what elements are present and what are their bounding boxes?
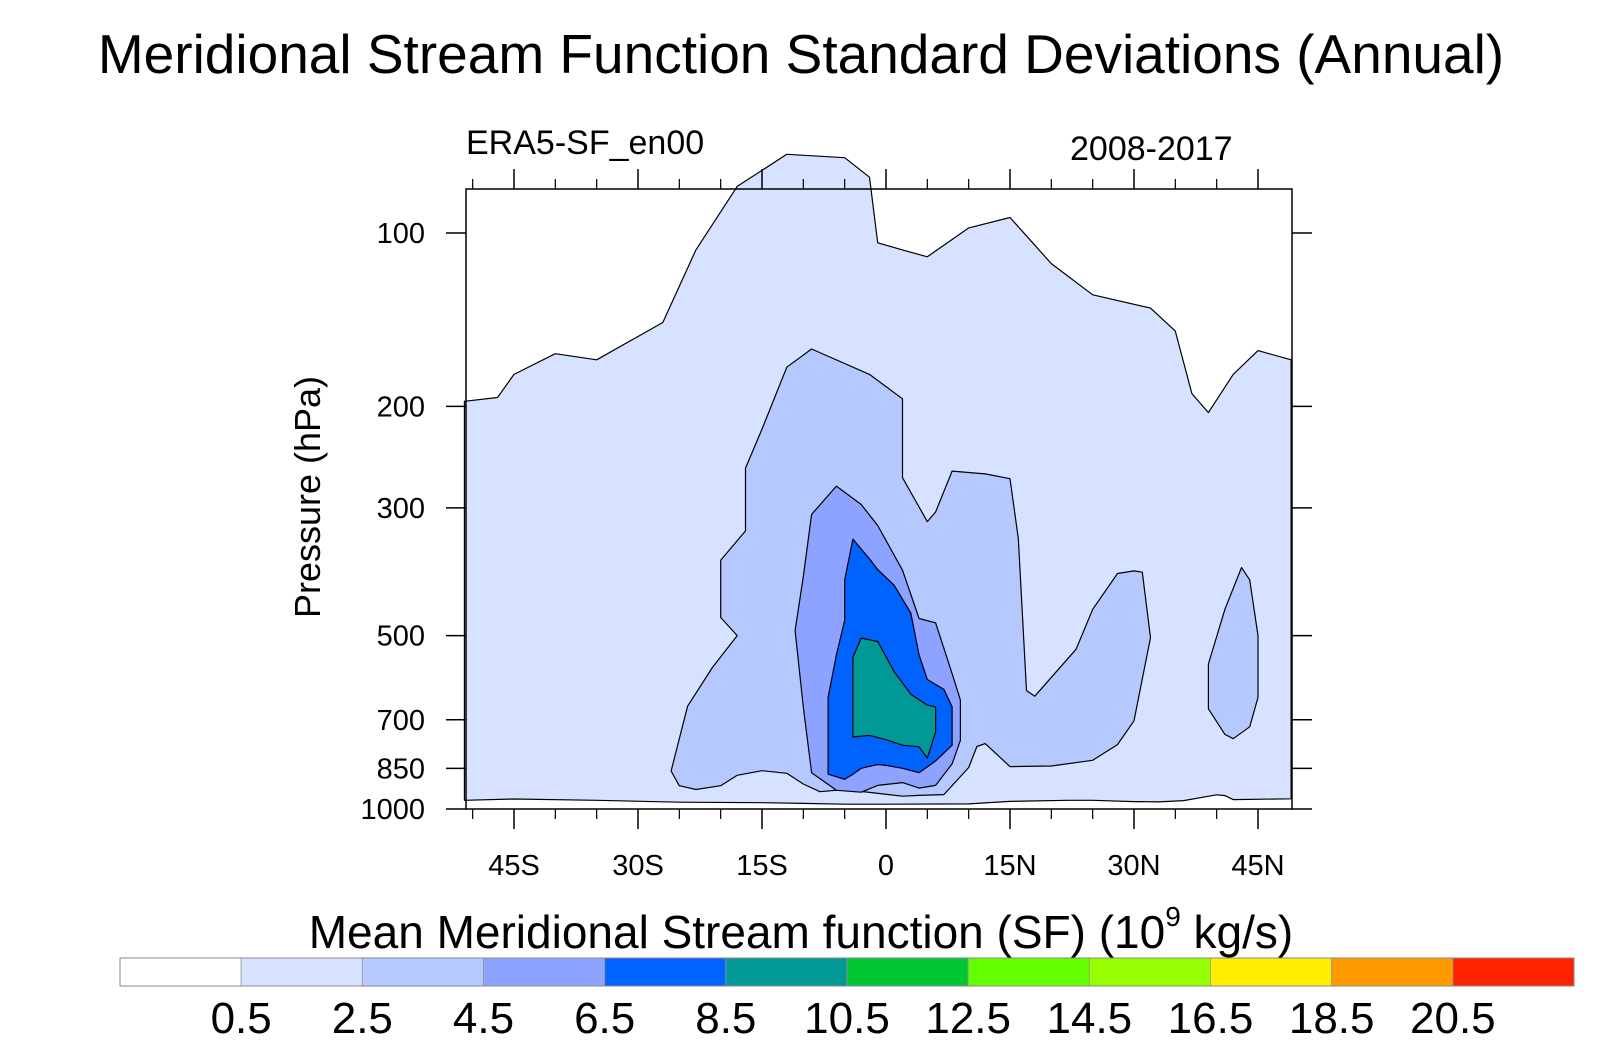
y-tick-label: 1000 (360, 794, 425, 826)
y-tick-label: 500 (377, 621, 425, 653)
colorbar-box (967, 957, 1090, 987)
colorbar-box (1088, 957, 1211, 987)
y-tick-label: 300 (377, 493, 425, 525)
colorbar-label: 0.5 (211, 994, 272, 1043)
x-tick-label: 30S (612, 850, 664, 882)
colorbar-outline (119, 957, 1575, 987)
colorbar-box (361, 957, 484, 987)
colorbar-box (1210, 957, 1333, 987)
colorbar-label: 2.5 (332, 994, 393, 1043)
colorbar-title-exponent: 9 (1165, 900, 1181, 932)
x-tick-label: 15N (983, 850, 1036, 882)
left-subtitle: ERA5-SF_en00 (466, 124, 705, 162)
colorbar-box (1452, 957, 1575, 987)
plot-frame (465, 188, 1293, 810)
colorbar-box (846, 957, 969, 987)
colorbar-label: 6.5 (574, 994, 635, 1043)
y-tick-label: 700 (377, 705, 425, 737)
colorbar-box (604, 957, 727, 987)
colorbar-box (725, 957, 848, 987)
y-tick-label: 200 (377, 391, 425, 423)
contour-region-2 (1207, 567, 1259, 740)
y-tick-label: 850 (377, 753, 425, 785)
contour-region-1 (670, 348, 1152, 797)
contour-fills (463, 153, 1292, 809)
x-tick-label: 0 (878, 850, 894, 882)
x-tick-label: 15S (736, 850, 788, 882)
colorbar-label: 4.5 (453, 994, 514, 1043)
y-tick-label: 100 (377, 218, 425, 250)
x-tick-label: 45S (488, 850, 540, 882)
colorbar: 0.5 2.5 4.5 6.5 8.5 10.5 12.5 14.5 16.5 18.5 20.5 (119, 957, 1575, 1043)
right-subtitle: 2008-2017 (1070, 130, 1233, 168)
colorbar-title: Mean Meridional Stream function (SF) (10… (308, 900, 1294, 958)
colorbar-box (119, 957, 242, 987)
chart-title: Meridional Stream Function Standard Devi… (97, 23, 1505, 85)
colorbar-label: 14.5 (1047, 994, 1133, 1043)
colorbar-box (1331, 957, 1454, 987)
colorbar-label: 10.5 (804, 994, 890, 1043)
colorbar-label: 8.5 (695, 994, 756, 1043)
colorbar-label: 16.5 (1168, 994, 1254, 1043)
colorbar-label: 12.5 (925, 994, 1011, 1043)
contour-region-5 (852, 637, 937, 759)
x-tick-label: 45N (1231, 850, 1284, 882)
colorbar-box (483, 957, 606, 987)
axis-ticks: 45S 30S 15S 0 15N 30N 45N 100 200 300 500 700 850 100… (360, 169, 1312, 882)
colorbar-label: 18.5 (1289, 994, 1375, 1043)
x-tick-label: 30N (1107, 850, 1160, 882)
colorbar-label: 20.5 (1410, 994, 1496, 1043)
colorbar-box (240, 957, 363, 987)
